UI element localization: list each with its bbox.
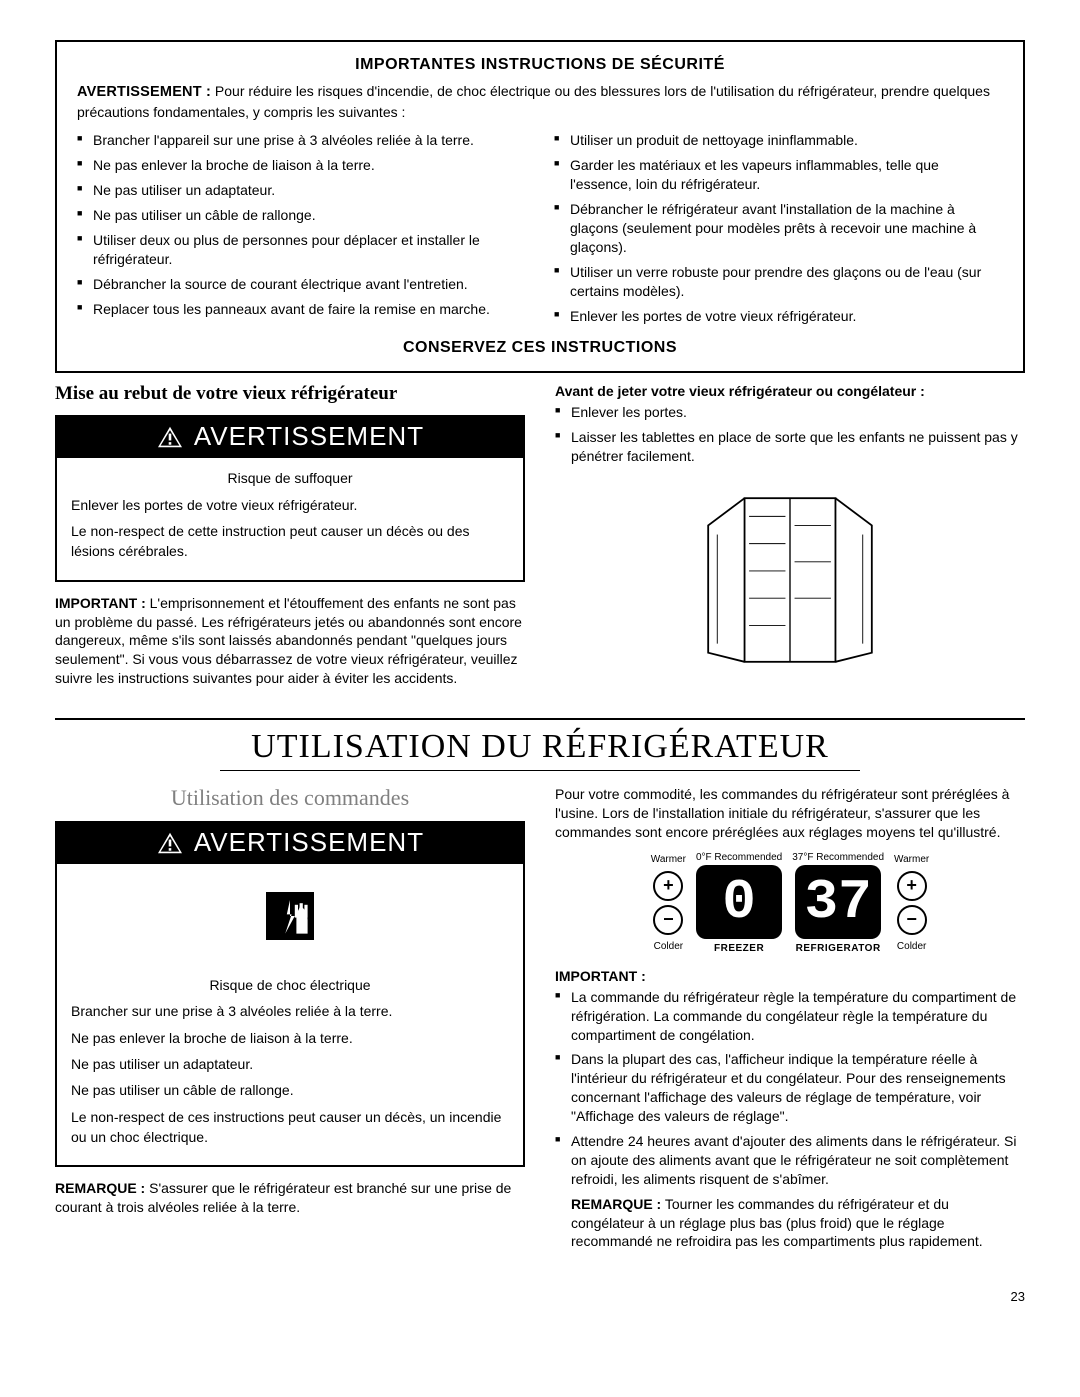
- safety-title: IMPORTANTES INSTRUCTIONS DE SÉCURITÉ: [77, 56, 1003, 74]
- disposal-important: IMPORTANT : L'emprisonnement et l'étouff…: [55, 594, 525, 688]
- warning-body: Risque de suffoquer Enlever les portes d…: [57, 458, 523, 579]
- minus-button: −: [897, 905, 927, 935]
- list-item: Replacer tous les panneaux avant de fair…: [77, 300, 526, 319]
- safety-col-right: Utiliser un produit de nettoyage ininfla…: [554, 131, 1003, 331]
- disposal-section: Mise au rebut de votre vieux réfrigérate…: [55, 383, 1025, 696]
- safety-intro: AVERTISSEMENT : Pour réduire les risques…: [77, 82, 1003, 121]
- disposal-left: Mise au rebut de votre vieux réfrigérate…: [55, 383, 525, 696]
- warn-line: Brancher sur une prise à 3 alvéoles reli…: [71, 1001, 509, 1021]
- usage-right: Pour votre commodité, les commandes du r…: [555, 785, 1025, 1259]
- shock-hand-icon: [250, 876, 330, 956]
- section-divider: [55, 718, 1025, 720]
- usage-important-list: La commande du réfrigérateur règle la te…: [555, 988, 1025, 1189]
- suffocation-warning-box: AVERTISSEMENT Risque de suffoquer Enleve…: [55, 415, 525, 581]
- list-item: Utiliser un verre robuste pour prendre d…: [554, 263, 1003, 301]
- warning-header: AVERTISSEMENT: [57, 417, 523, 458]
- list-item: Laisser les tablettes en place de sorte …: [555, 428, 1025, 466]
- fridge-icon: [690, 480, 890, 680]
- warn-risk: Risque de suffoquer: [71, 468, 509, 488]
- fridge-name: REFRIGERATOR: [796, 943, 881, 954]
- list-item: Ne pas utiliser un adaptateur.: [77, 181, 526, 200]
- list-item: Enlever les portes de votre vieux réfrig…: [554, 307, 1003, 326]
- usage-remark2: REMARQUE : Tourner les commandes du réfr…: [571, 1195, 1025, 1252]
- usage-important-bold: IMPORTANT :: [555, 968, 1025, 984]
- before-disposal-heading: Avant de jeter votre vieux réfrigérateur…: [555, 383, 1025, 399]
- usage-right-intro: Pour votre commodité, les commandes du r…: [555, 785, 1025, 842]
- fridge-display-wrap: 37°F Recommended 37 REFRIGERATOR: [792, 852, 884, 954]
- conservez-label: CONSERVEZ CES INSTRUCTIONS: [77, 339, 1003, 357]
- shock-warning-box: AVERTISSEMENT Risque de choc électrique …: [55, 821, 525, 1167]
- list-item: Brancher l'appareil sur une prise à 3 al…: [77, 131, 526, 150]
- list-item: Ne pas utiliser un câble de rallonge.: [77, 206, 526, 225]
- warmer-label: Warmer: [651, 854, 686, 865]
- list-item: Garder les matériaux et les vapeurs infl…: [554, 156, 1003, 194]
- safety-intro-text: Pour réduire les risques d'incendie, de …: [77, 83, 990, 120]
- warning-header: AVERTISSEMENT: [57, 823, 523, 864]
- warn-line: Le non-respect de ces instructions peut …: [71, 1107, 509, 1148]
- disposal-right: Avant de jeter votre vieux réfrigérateur…: [555, 383, 1025, 696]
- colder-label: Colder: [897, 941, 926, 952]
- freezer-recommended: 0°F Recommended: [696, 852, 782, 863]
- warn-line: Ne pas enlever la broche de liaison à la…: [71, 1028, 509, 1048]
- warning-triangle-icon: [156, 425, 184, 449]
- safety-intro-bold: AVERTISSEMENT :: [77, 84, 211, 100]
- safety-instructions-box: IMPORTANTES INSTRUCTIONS DE SÉCURITÉ AVE…: [55, 40, 1025, 373]
- warn-risk: Risque de choc électrique: [71, 975, 509, 995]
- fridge-illustration: [555, 480, 1025, 683]
- freezer-warmer-control: Warmer + − Colder: [651, 854, 686, 952]
- list-item: Attendre 24 heures avant d'ajouter des a…: [555, 1132, 1025, 1189]
- disposal-heading: Mise au rebut de votre vieux réfrigérate…: [55, 383, 525, 405]
- warn-line: Ne pas utiliser un adaptateur.: [71, 1054, 509, 1074]
- plus-button: +: [653, 871, 683, 901]
- list-item: Enlever les portes.: [555, 403, 1025, 422]
- safety-list-left: Brancher l'appareil sur une prise à 3 al…: [77, 131, 526, 318]
- minus-button: −: [653, 905, 683, 935]
- usage-remark: REMARQUE : S'assurer que le réfrigérateu…: [55, 1179, 525, 1217]
- remark-bold: REMARQUE :: [55, 1180, 145, 1196]
- usage-title: UTILISATION DU RÉFRIGÉRATEUR: [55, 728, 1025, 766]
- warning-triangle-icon: [156, 831, 184, 855]
- warn-line: Le non-respect de cette instruction peut…: [71, 521, 509, 562]
- colder-label: Colder: [654, 941, 683, 952]
- list-item: Utiliser un produit de nettoyage ininfla…: [554, 131, 1003, 150]
- freezer-display: 0: [696, 865, 782, 939]
- fridge-recommended: 37°F Recommended: [792, 852, 884, 863]
- freezer-display-wrap: 0°F Recommended 0 FREEZER: [696, 852, 782, 954]
- warmer-label: Warmer: [894, 854, 929, 865]
- fridge-warmer-control: Warmer + − Colder: [894, 854, 929, 952]
- warning-body: Risque de choc électrique Brancher sur u…: [57, 965, 523, 1165]
- safety-col-left: Brancher l'appareil sur une prise à 3 al…: [77, 131, 526, 331]
- plus-button: +: [897, 871, 927, 901]
- warn-line: Enlever les portes de votre vieux réfrig…: [71, 495, 509, 515]
- usage-left: Utilisation des commandes AVERTISSEMENT: [55, 785, 525, 1259]
- warning-label: AVERTISSEMENT: [194, 421, 424, 452]
- fridge-display: 37: [795, 865, 881, 939]
- safety-list-right: Utiliser un produit de nettoyage ininfla…: [554, 131, 1003, 325]
- warn-line: Ne pas utiliser un câble de rallonge.: [71, 1080, 509, 1100]
- controls-diagram: Warmer + − Colder 0°F Recommended 0 FREE…: [555, 852, 1025, 954]
- shock-hand-illustration: [57, 864, 523, 965]
- important-bold: IMPORTANT :: [55, 595, 146, 611]
- list-item: Ne pas enlever la broche de liaison à la…: [77, 156, 526, 175]
- title-rule: [220, 770, 860, 771]
- safety-columns: Brancher l'appareil sur une prise à 3 al…: [77, 131, 1003, 331]
- list-item: La commande du réfrigérateur règle la te…: [555, 988, 1025, 1045]
- warning-label: AVERTISSEMENT: [194, 827, 424, 858]
- list-item: Débrancher le réfrigérateur avant l'inst…: [554, 200, 1003, 257]
- list-item: Dans la plupart des cas, l'afficheur ind…: [555, 1050, 1025, 1126]
- usage-subheading: Utilisation des commandes: [55, 785, 525, 811]
- list-item: Utiliser deux ou plus de personnes pour …: [77, 231, 526, 269]
- before-disposal-list: Enlever les portes. Laisser les tablette…: [555, 403, 1025, 466]
- remark2-bold: REMARQUE :: [571, 1196, 661, 1212]
- freezer-name: FREEZER: [714, 943, 764, 954]
- usage-section: Utilisation des commandes AVERTISSEMENT: [55, 785, 1025, 1259]
- page-number: 23: [55, 1289, 1025, 1304]
- list-item: Débrancher la source de courant électriq…: [77, 275, 526, 294]
